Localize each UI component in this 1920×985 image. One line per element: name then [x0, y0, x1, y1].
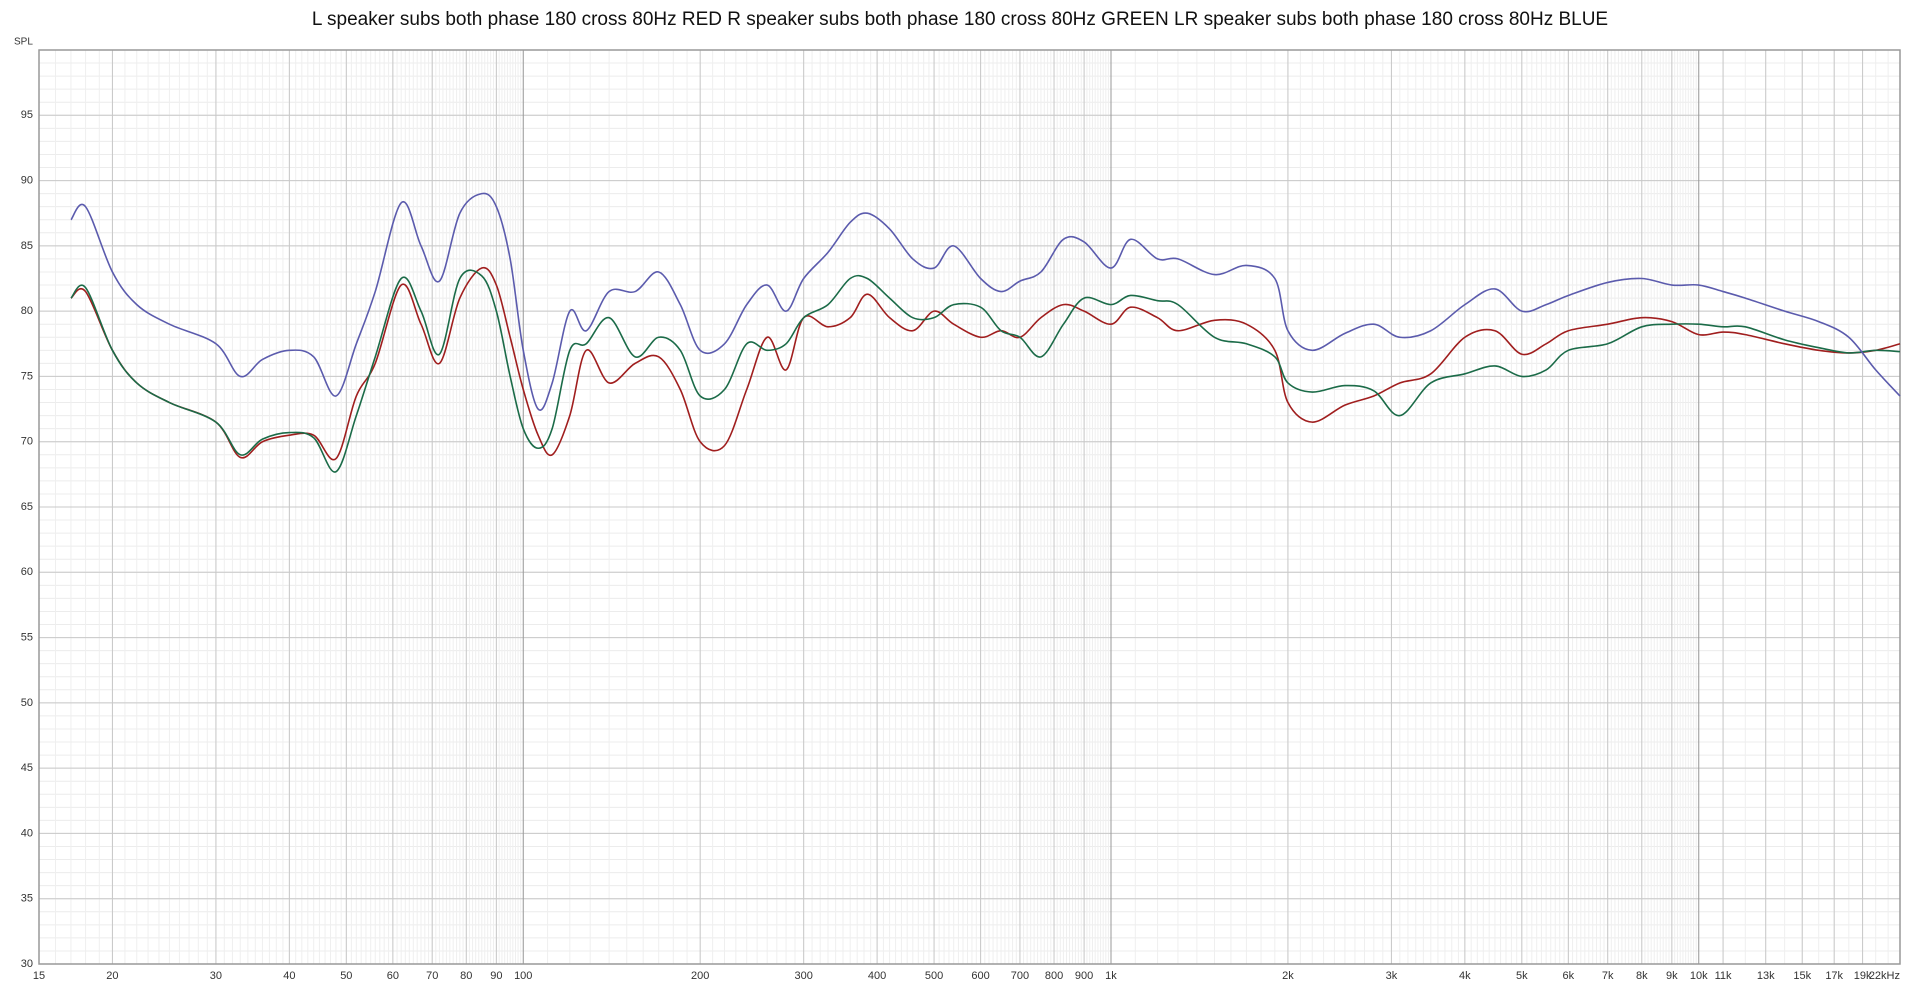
x-tick-label: 10k — [1690, 970, 1708, 982]
series-line — [70, 266, 1901, 461]
x-tick-label: 30 — [210, 970, 222, 982]
x-tick-label: 90 — [490, 970, 502, 982]
x-tick-label: 2k — [1282, 970, 1294, 982]
x-tick-label: 15 — [33, 970, 45, 982]
x-tick-label: 19k — [1854, 970, 1872, 982]
y-tick-label: 50 — [21, 697, 33, 709]
x-tick-label: 500 — [925, 970, 943, 982]
y-tick-label: 85 — [21, 240, 33, 252]
x-tick-label: 60 — [387, 970, 399, 982]
x-tick-label: 15k — [1793, 970, 1811, 982]
x-tick-label: 50 — [340, 970, 352, 982]
y-tick-label: 30 — [21, 958, 33, 970]
x-tick-label: 100 — [514, 970, 532, 982]
chart-title: L speaker subs both phase 180 cross 80Hz… — [312, 9, 1608, 30]
x-tick-label: 11k — [1715, 970, 1732, 982]
x-tick-label: 9k — [1666, 970, 1678, 982]
x-tick-label: 6k — [1563, 970, 1575, 982]
x-tick-label: 4k — [1459, 970, 1471, 982]
y-tick-label: 45 — [21, 762, 33, 774]
y-tick-label: 40 — [21, 827, 33, 839]
y-tick-label: 65 — [21, 501, 33, 513]
y-tick-label: 90 — [21, 174, 33, 186]
x-tick-label: 200 — [691, 970, 709, 982]
plot-frame — [38, 49, 1901, 965]
x-tick-label: 40 — [283, 970, 295, 982]
x-tick-label: 700 — [1011, 970, 1029, 982]
series-line — [70, 192, 1901, 411]
x-tick-label: 7k — [1602, 970, 1614, 982]
x-tick-label: 400 — [868, 970, 886, 982]
series-line — [70, 269, 1901, 473]
x-tick-label: 600 — [971, 970, 989, 982]
y-tick-label: 70 — [21, 436, 33, 448]
x-tick-label: 1k — [1105, 970, 1117, 982]
x-tick-label: 8k — [1636, 970, 1648, 982]
y-tick-label: 55 — [21, 631, 33, 643]
x-tick-label: 17k — [1825, 970, 1843, 982]
y-axis-label: SPL — [14, 37, 33, 48]
x-tick-label: 13k — [1757, 970, 1775, 982]
y-tick-label: 80 — [21, 305, 33, 317]
y-tick-label: 35 — [21, 893, 33, 905]
x-tick-label: 800 — [1045, 970, 1063, 982]
x-tick-label: 22kHz — [1869, 970, 1900, 982]
x-tick-label: 5k — [1516, 970, 1528, 982]
x-tick-label: 80 — [460, 970, 472, 982]
x-tick-label: 300 — [794, 970, 812, 982]
y-tick-label: 75 — [21, 370, 33, 382]
x-tick-label: 900 — [1075, 970, 1093, 982]
y-tick-label: 95 — [21, 109, 33, 121]
x-tick-label: 3k — [1386, 970, 1398, 982]
x-tick-label: 20 — [106, 970, 118, 982]
y-tick-label: 60 — [21, 566, 33, 578]
x-tick-label: 70 — [426, 970, 438, 982]
